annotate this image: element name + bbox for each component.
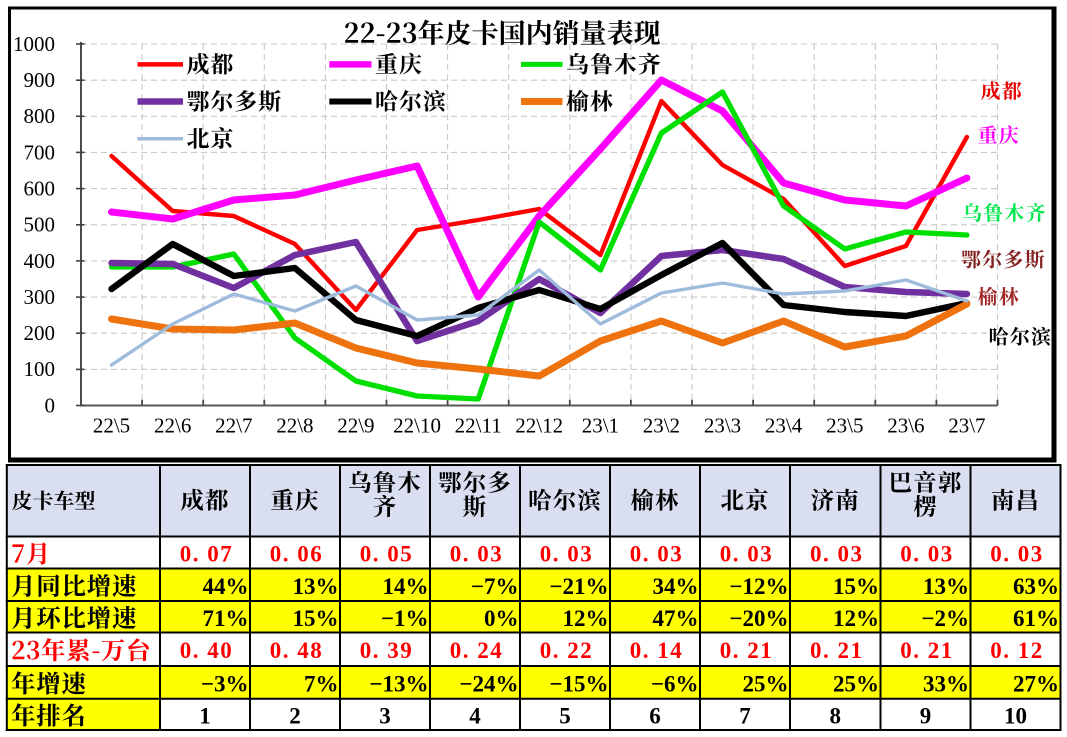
svg-text:0. 24: 0. 24 [450, 638, 504, 663]
svg-text:25%: 25% [743, 671, 789, 696]
svg-text:0. 21: 0. 21 [900, 638, 954, 663]
svg-text:0. 14: 0. 14 [630, 638, 684, 663]
svg-text:22\10: 22\10 [393, 414, 441, 438]
svg-text:71%: 71% [203, 606, 249, 631]
svg-text:0. 21: 0. 21 [810, 638, 864, 663]
svg-text:900: 900 [24, 68, 56, 92]
svg-text:7: 7 [739, 703, 751, 728]
svg-text:700: 700 [24, 140, 56, 164]
svg-text:0. 21: 0. 21 [720, 638, 774, 663]
svg-text:4: 4 [469, 703, 481, 728]
svg-text:0. 03: 0. 03 [450, 542, 504, 567]
svg-text:0. 03: 0. 03 [810, 542, 864, 567]
svg-text:47%: 47% [653, 606, 699, 631]
svg-text:0%: 0% [484, 606, 519, 631]
svg-text:23\4: 23\4 [765, 414, 803, 438]
svg-text:−21%: −21% [549, 574, 608, 599]
svg-text:−20%: −20% [729, 606, 788, 631]
svg-text:61%: 61% [1013, 606, 1059, 631]
svg-text:0. 03: 0. 03 [630, 542, 684, 567]
svg-text:200: 200 [24, 321, 56, 345]
svg-text:6: 6 [649, 703, 661, 728]
svg-text:22\8: 22\8 [276, 414, 313, 438]
svg-text:0: 0 [45, 393, 56, 417]
svg-text:−24%: −24% [459, 671, 518, 696]
svg-text:0. 03: 0. 03 [900, 542, 954, 567]
svg-text:−13%: −13% [369, 671, 428, 696]
svg-text:1000: 1000 [13, 32, 55, 56]
svg-text:−7%: −7% [471, 574, 519, 599]
svg-text:0. 39: 0. 39 [360, 638, 414, 663]
svg-text:15%: 15% [293, 606, 339, 631]
svg-text:13%: 13% [293, 574, 339, 599]
svg-text:34%: 34% [653, 574, 699, 599]
svg-text:13%: 13% [923, 574, 969, 599]
svg-text:22\5: 22\5 [93, 414, 130, 438]
svg-text:23\3: 23\3 [704, 414, 741, 438]
svg-text:7%: 7% [304, 671, 339, 696]
svg-text:44%: 44% [203, 574, 249, 599]
svg-text:15%: 15% [833, 574, 879, 599]
svg-text:0. 03: 0. 03 [720, 542, 774, 567]
svg-text:−3%: −3% [201, 671, 249, 696]
svg-text:5: 5 [559, 703, 571, 728]
svg-text:22\11: 22\11 [455, 414, 502, 438]
svg-text:14%: 14% [383, 574, 429, 599]
svg-text:22\9: 22\9 [337, 414, 374, 438]
svg-text:400: 400 [24, 249, 56, 273]
svg-text:500: 500 [24, 213, 56, 237]
svg-text:10: 10 [1004, 703, 1027, 728]
svg-text:0. 48: 0. 48 [270, 638, 324, 663]
svg-text:33%: 33% [923, 671, 969, 696]
svg-text:−2%: −2% [921, 606, 969, 631]
svg-text:−12%: −12% [729, 574, 788, 599]
svg-text:22\6: 22\6 [154, 414, 191, 438]
svg-text:800: 800 [24, 104, 56, 128]
svg-text:22\12: 22\12 [515, 414, 563, 438]
svg-text:12%: 12% [563, 606, 609, 631]
svg-text:23\2: 23\2 [643, 414, 680, 438]
svg-text:27%: 27% [1013, 671, 1059, 696]
svg-text:0. 05: 0. 05 [360, 542, 414, 567]
svg-text:22\7: 22\7 [215, 414, 252, 438]
svg-text:0. 07: 0. 07 [180, 542, 234, 567]
svg-text:9: 9 [920, 703, 932, 728]
svg-text:23\5: 23\5 [826, 414, 863, 438]
svg-text:−1%: −1% [381, 606, 429, 631]
svg-text:25%: 25% [833, 671, 879, 696]
svg-text:100: 100 [24, 357, 56, 381]
svg-text:2: 2 [289, 703, 301, 728]
svg-text:23\1: 23\1 [582, 414, 619, 438]
svg-text:−15%: −15% [549, 671, 608, 696]
svg-text:23\7: 23\7 [948, 414, 985, 438]
svg-text:12%: 12% [833, 606, 879, 631]
svg-text:600: 600 [24, 177, 56, 201]
svg-text:1: 1 [199, 703, 211, 728]
svg-text:63%: 63% [1013, 574, 1059, 599]
svg-text:0. 03: 0. 03 [540, 542, 594, 567]
svg-text:0. 03: 0. 03 [990, 542, 1044, 567]
svg-text:0. 12: 0. 12 [990, 638, 1044, 663]
svg-text:0. 40: 0. 40 [180, 638, 234, 663]
svg-text:300: 300 [24, 285, 56, 309]
svg-text:23\6: 23\6 [887, 414, 924, 438]
svg-text:8: 8 [829, 703, 841, 728]
svg-text:0. 22: 0. 22 [540, 638, 594, 663]
svg-text:3: 3 [379, 703, 391, 728]
svg-text:−6%: −6% [651, 671, 699, 696]
svg-text:0. 06: 0. 06 [270, 542, 324, 567]
